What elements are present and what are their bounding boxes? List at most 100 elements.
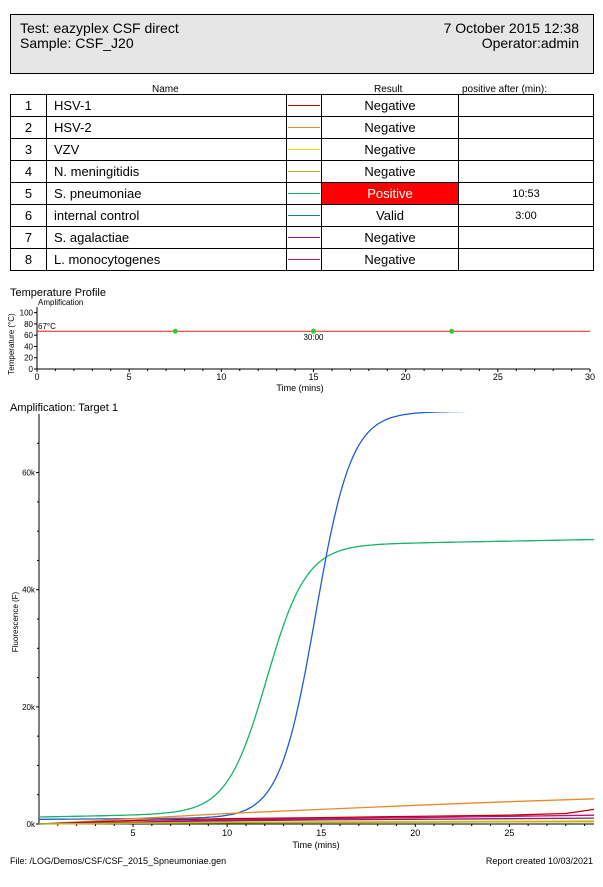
x-tick-label: 25 — [504, 828, 514, 838]
result-value: Positive — [321, 182, 459, 205]
series-color-swatch — [286, 226, 322, 249]
x-tick-label: 0 — [34, 372, 39, 382]
result-value: Negative — [321, 138, 459, 161]
series-line-n-meningitidis — [38, 821, 595, 825]
table-row: 7 S. agalactiae Negative — [10, 226, 594, 249]
sample-name: Sample: CSF_J20 — [20, 35, 134, 51]
target-name: HSV-1 — [46, 94, 287, 117]
y-tick-label: 0k — [27, 820, 36, 829]
setpoint-label: 67°C — [38, 322, 56, 331]
y-tick-label: 40 — [24, 342, 33, 351]
target-name: HSV-2 — [46, 116, 287, 139]
table-row: 3 VZV Negative — [10, 138, 594, 161]
y-tick-label: 0 — [29, 365, 34, 374]
amplification-chart: 0k 20k 40k 60k 5 10 15 20 25 Time (mins) Fluoresce… — [11, 412, 595, 850]
table-row: 4 N. meningitidis Negative — [10, 160, 594, 183]
series-line-s-pneumoniae — [38, 538, 595, 818]
x-tick-label: 25 — [493, 372, 503, 382]
x-tick-label: 5 — [127, 372, 132, 382]
result-value: Negative — [321, 94, 459, 117]
y-tick-label: 100 — [20, 309, 34, 318]
row-number: 1 — [10, 94, 47, 117]
y-tick-label: 20 — [24, 354, 33, 363]
row-number: 8 — [10, 248, 47, 271]
positive-after-value: 10:53 — [458, 182, 594, 205]
positive-after-value — [458, 160, 594, 183]
operator: Operator:admin — [481, 35, 579, 51]
series-line-hsv-2 — [38, 798, 595, 825]
row-number: 5 — [10, 182, 47, 205]
x-tick-label: 5 — [131, 828, 136, 838]
series-line-hsv-1 — [38, 808, 595, 825]
y-tick-label: 60k — [22, 469, 36, 478]
row-number: 4 — [10, 160, 47, 183]
positive-after-value: 3:00 — [458, 204, 594, 227]
row-number: 6 — [10, 204, 47, 227]
target-name: L. monocytogenes — [46, 248, 287, 271]
report-header: Test: eazyplex CSF direct Sample: CSF_J2… — [10, 14, 594, 74]
positive-after-value — [458, 116, 594, 139]
row-number: 2 — [10, 116, 47, 139]
positive-after-value — [458, 138, 594, 161]
x-tick-label: 20 — [401, 372, 411, 382]
results-table: 1 HSV-1 Negative 2 HSV-2 Negative 3 VZV Negative… — [10, 94, 594, 271]
target-name: N. meningitidis — [46, 160, 287, 183]
y-tick-label: 80 — [24, 320, 33, 329]
series-color-swatch — [286, 138, 322, 161]
result-value: Negative — [321, 226, 459, 249]
duration-label: 30:00 — [303, 333, 324, 342]
series-color-swatch — [286, 94, 322, 117]
positive-after-value — [458, 226, 594, 249]
amplification-title: Amplification: Target 1 — [10, 402, 119, 414]
series-color-swatch — [286, 160, 322, 183]
positive-after-value — [458, 248, 594, 271]
result-value: Negative — [321, 116, 459, 139]
x-tick-label: 15 — [316, 828, 326, 838]
result-value: Negative — [321, 248, 459, 271]
table-row: 2 HSV-2 Negative — [10, 116, 594, 139]
row-number: 7 — [10, 226, 47, 249]
y-tick-label: 20k — [22, 703, 36, 712]
x-tick-label: 10 — [222, 828, 232, 838]
series-line-internal-control — [39, 412, 475, 820]
temperature-marker — [172, 328, 178, 334]
y-tick-label: 40k — [22, 586, 36, 595]
y-tick-label: 60 — [24, 331, 33, 340]
series-color-swatch — [286, 204, 322, 227]
report-created: Report created 10/03/2021 — [485, 856, 593, 866]
table-row: 1 HSV-1 Negative — [10, 94, 594, 117]
x-axis-label: Time (mins) — [292, 840, 339, 850]
x-tick-label: 15 — [308, 372, 318, 382]
y-axis-label: Temperature (°C) — [7, 313, 16, 375]
result-value: Negative — [321, 160, 459, 183]
column-header-positive-after: positive after (min): — [462, 84, 548, 95]
column-header-name: Name — [152, 84, 179, 95]
target-name: S. pneumoniae — [46, 182, 287, 205]
row-number: 3 — [10, 138, 47, 161]
temperature-marker — [311, 328, 316, 334]
temperature-marker — [449, 328, 455, 334]
test-name: Test: eazyplex CSF direct — [20, 20, 179, 36]
result-value: Valid — [321, 204, 459, 227]
positive-after-value — [458, 94, 594, 117]
table-row: 6 internal control Valid 3:00 — [10, 204, 594, 227]
target-name: VZV — [46, 138, 287, 161]
temperature-profile-subtitle: Amplification — [38, 298, 84, 307]
table-row: 8 L. monocytogenes Negative — [10, 248, 594, 271]
temperature-profile-title: Temperature Profile — [10, 287, 106, 299]
file-path: File: /LOG/Demos/CSF/CSF_2015_Spneumonia… — [10, 856, 227, 866]
x-tick-label: 30 — [585, 372, 595, 382]
series-color-swatch — [286, 248, 322, 271]
column-header-result: Result — [374, 84, 403, 95]
target-name: internal control — [46, 204, 287, 227]
x-tick-label: 20 — [410, 828, 420, 838]
y-axis-label: Fluorescence (F) — [11, 591, 20, 652]
series-color-swatch — [286, 116, 322, 139]
target-name: S. agalactiae — [46, 226, 287, 249]
report-date: 7 October 2015 12:38 — [443, 20, 579, 36]
series-color-swatch — [286, 182, 322, 205]
table-row: 5 S. pneumoniae Positive 10:53 — [10, 182, 594, 205]
x-axis-label: Time (mins) — [276, 383, 323, 393]
x-tick-label: 10 — [216, 372, 226, 382]
